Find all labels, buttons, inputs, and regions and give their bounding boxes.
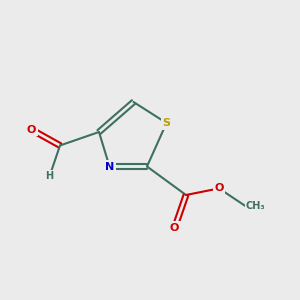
Text: O: O	[27, 124, 36, 135]
Text: N: N	[105, 161, 114, 172]
Text: H: H	[45, 171, 54, 182]
Text: O: O	[214, 183, 224, 194]
Text: CH₃: CH₃	[246, 201, 266, 212]
Text: S: S	[163, 118, 170, 128]
Text: O: O	[170, 223, 179, 233]
